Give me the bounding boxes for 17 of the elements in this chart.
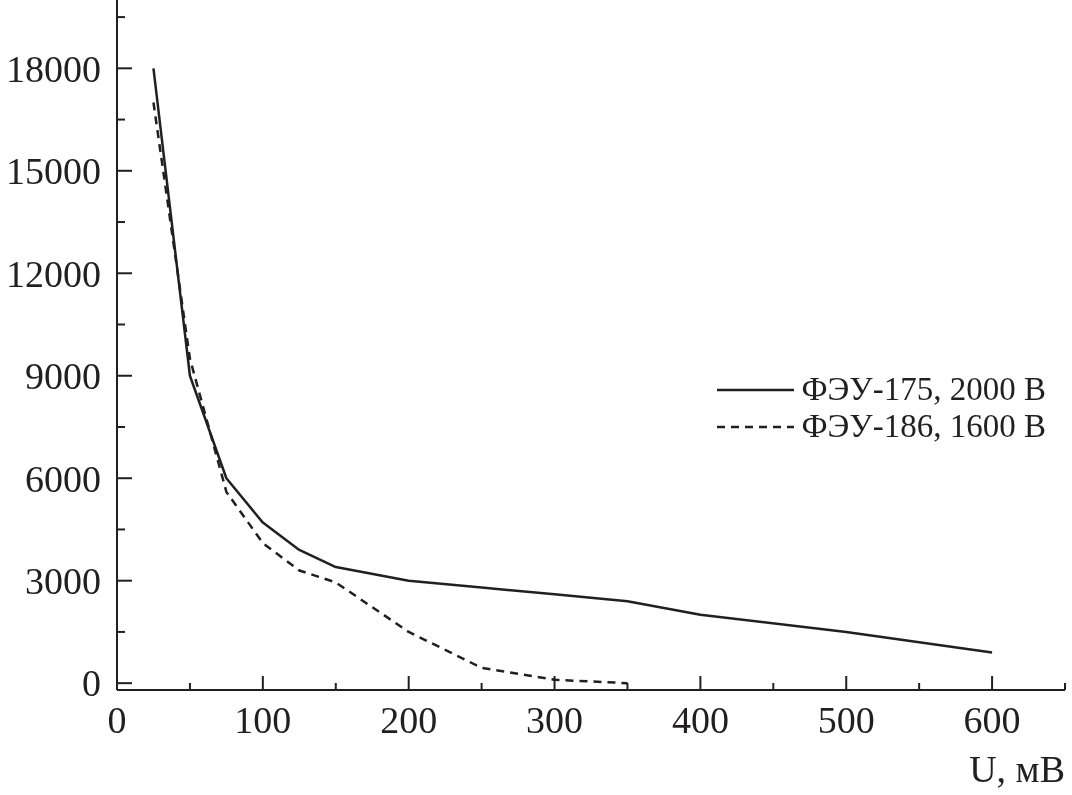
x-tick-label: 400: [671, 699, 729, 742]
y-tick-label: 9000: [25, 355, 101, 398]
x-tick-label: 600: [963, 699, 1021, 742]
y-tick-label: 15000: [6, 150, 101, 193]
x-axis-title: U, мВ: [969, 748, 1065, 790]
y-tick-label: 3000: [25, 559, 101, 602]
x-tick-label: 200: [380, 699, 438, 742]
y-tick-label: 18000: [6, 47, 101, 90]
legend-label: ФЭУ-175, 2000 В: [801, 371, 1046, 407]
y-tick-label: 12000: [6, 252, 101, 295]
x-tick-label: 500: [817, 699, 875, 742]
y-tick-label: 0: [82, 662, 101, 705]
x-tick-label: 0: [107, 699, 127, 742]
y-tick-label: 6000: [25, 457, 101, 500]
x-tick-label: 100: [234, 699, 292, 742]
legend-label: ФЭУ-186, 1600 В: [801, 408, 1046, 444]
x-tick-label: 300: [526, 699, 584, 742]
